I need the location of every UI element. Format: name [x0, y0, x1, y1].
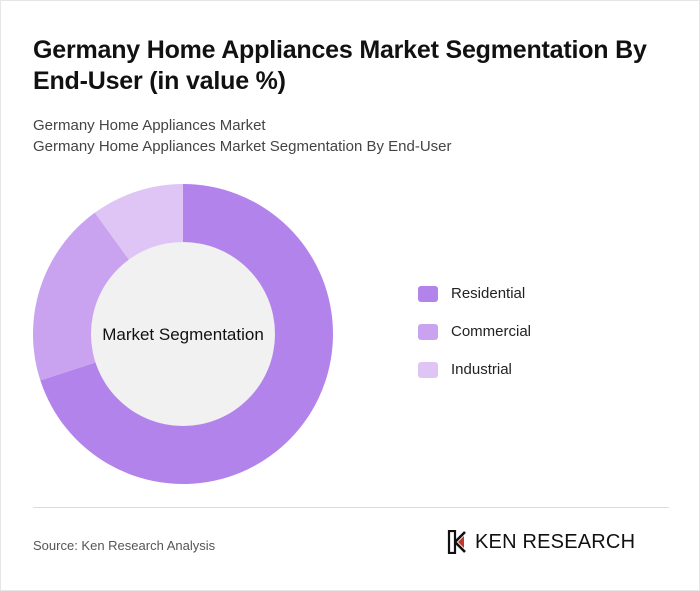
footer-divider	[33, 507, 669, 508]
legend-item-residential[interactable]: Residential	[418, 284, 531, 303]
legend-swatch-industrial	[418, 361, 438, 378]
subtitle-line-2: Germany Home Appliances Market Segmentat…	[33, 138, 452, 155]
chart-subtitle: Germany Home Appliances Market Germany H…	[33, 115, 673, 157]
donut-chart: Market Segmentation	[32, 184, 333, 485]
donut-center	[91, 242, 275, 426]
source-note: Source: Ken Research Analysis	[33, 538, 216, 553]
ken-research-logo[interactable]: KEN RESEARCH	[447, 530, 635, 554]
chart-title: Germany Home Appliances Market Segmentat…	[33, 36, 647, 95]
legend-label: Residential	[451, 285, 526, 302]
logo-text: KEN RESEARCH	[475, 530, 636, 553]
legend-item-commercial[interactable]: Commercial	[418, 322, 531, 341]
legend-item-industrial[interactable]: Industrial	[418, 360, 531, 379]
subtitle-line-1: Germany Home Appliances Market	[33, 117, 266, 134]
ken-research-logo-icon	[447, 530, 466, 554]
center-label: Market Segmentation	[102, 325, 264, 344]
legend-swatch-commercial	[418, 323, 438, 340]
legend-label: Industrial	[451, 361, 512, 378]
legend-swatch-residential	[418, 285, 438, 302]
legend: Residential Commercial Industrial	[418, 284, 531, 398]
legend-label: Commercial	[451, 323, 532, 340]
